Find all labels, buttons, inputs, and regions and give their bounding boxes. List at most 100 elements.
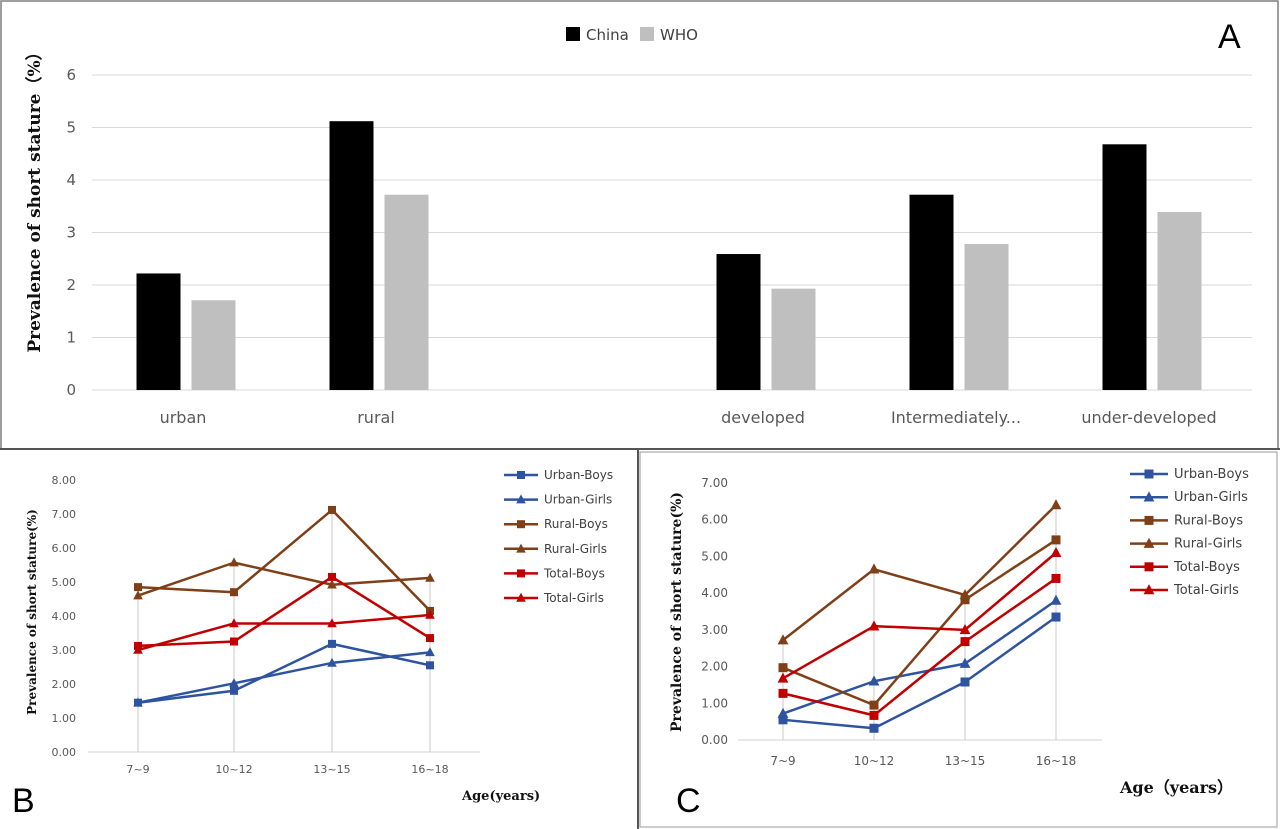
- chart-a-bar-who: [191, 300, 236, 390]
- chart-a-y-tick: 2: [66, 276, 76, 294]
- data-point-urban-boys: [328, 639, 336, 648]
- data-point-total-girls: [133, 644, 143, 654]
- legend-label: Total-Girls: [543, 591, 604, 605]
- legend-label: Rural-Girls: [544, 542, 607, 556]
- data-point-rural-boys: [230, 588, 238, 597]
- series-line-total-girls: [782, 551, 1057, 680]
- data-point-urban-boys: [778, 715, 788, 725]
- chart-a-legend-swatch: [566, 27, 580, 41]
- x-tick-label: 13~15: [313, 763, 350, 776]
- legend-label: Rural-Girls: [1174, 537, 1242, 552]
- data-point-total-boys: [1051, 573, 1061, 583]
- y-tick-label: 6.00: [52, 542, 77, 555]
- panel-label-c: C: [676, 782, 701, 820]
- data-point-urban-girls: [1050, 594, 1062, 605]
- legend-marker: [1144, 515, 1154, 525]
- chart-a-y-tick: 4: [66, 171, 76, 189]
- data-point-rural-boys: [134, 583, 142, 592]
- panel-label-a: A: [1218, 18, 1241, 56]
- data-point-rural-girls: [133, 590, 143, 600]
- data-point-total-boys: [960, 637, 970, 647]
- data-point-total-girls: [868, 620, 880, 631]
- chart-b-xlabel: Age(years): [461, 789, 540, 804]
- y-tick-label: 8.00: [52, 474, 77, 487]
- chart-a-x-tick: under-developed: [1081, 408, 1216, 427]
- legend-label: Total-Boys: [543, 566, 605, 580]
- chart-a-y-tick: 6: [66, 66, 76, 84]
- legend-label: Rural-Boys: [1174, 513, 1243, 528]
- chart-c-ylabel: Prevalence of short stature(%): [669, 492, 685, 732]
- series-line-total-boys: [137, 575, 431, 648]
- series-line-urban-boys: [782, 615, 1057, 730]
- data-point-urban-girls: [229, 678, 239, 688]
- legend-label: Urban-Boys: [1174, 467, 1249, 482]
- legend-label: Total-Boys: [1173, 560, 1240, 575]
- data-point-total-girls: [327, 618, 337, 628]
- chart-a-bar-who: [1157, 212, 1202, 390]
- data-point-urban-girls: [777, 707, 789, 718]
- y-tick-label: 0.00: [52, 746, 77, 759]
- chart-a-y-tick: 3: [66, 224, 76, 242]
- data-point-rural-girls: [868, 563, 880, 574]
- y-tick-label: 5.00: [701, 549, 728, 563]
- data-point-total-girls: [777, 672, 789, 683]
- y-tick-label: 1.00: [52, 712, 77, 725]
- panel-c-frame: [639, 451, 1278, 828]
- y-tick-label: 7.00: [701, 476, 728, 490]
- chart-b-ylabel: Prevalence of short stature(%): [25, 509, 39, 715]
- y-tick-label: 4.00: [701, 586, 728, 600]
- data-point-rural-boys: [778, 663, 788, 673]
- data-point-urban-girls: [868, 675, 880, 686]
- y-tick-label: 4.00: [52, 610, 77, 623]
- legend-label: Urban-Girls: [1174, 490, 1248, 505]
- chart-a-bar-china: [1102, 144, 1147, 390]
- data-point-total-girls: [425, 609, 435, 619]
- series-line-urban-boys: [137, 642, 431, 704]
- legend-label: Rural-Boys: [544, 517, 608, 531]
- data-point-urban-girls: [425, 647, 435, 657]
- legend-marker: [1144, 562, 1154, 572]
- y-tick-label: 2.00: [701, 660, 728, 674]
- x-tick-label: 7~9: [126, 763, 149, 776]
- y-tick-label: 2.00: [52, 678, 77, 691]
- panel-label-b: B: [12, 782, 35, 820]
- data-point-urban-boys: [426, 661, 434, 670]
- legend-marker: [1143, 537, 1155, 548]
- series-line-rural-girls: [137, 561, 431, 597]
- chart-a-bar-who: [771, 288, 816, 390]
- series-line-urban-girls: [782, 599, 1057, 715]
- data-point-rural-girls: [229, 557, 239, 567]
- chart-a-bar-china: [136, 273, 181, 390]
- data-point-total-girls: [959, 623, 971, 635]
- legend-marker: [517, 520, 525, 529]
- y-tick-label: 3.00: [701, 623, 728, 637]
- x-tick-label: 13~15: [945, 754, 986, 768]
- chart-a-bar-china: [716, 254, 761, 390]
- data-point-rural-girls: [425, 572, 435, 582]
- y-tick-label: 7.00: [52, 508, 77, 521]
- data-point-total-boys: [869, 710, 879, 720]
- data-point-total-girls: [1050, 546, 1062, 558]
- x-tick-label: 16~18: [411, 763, 448, 776]
- data-point-rural-girls: [1050, 499, 1062, 510]
- chart-a-legend-label: WHO: [660, 26, 698, 44]
- legend-marker: [516, 543, 526, 553]
- legend-marker: [516, 494, 526, 504]
- data-point-rural-girls: [327, 579, 337, 589]
- series-line-total-girls: [137, 613, 431, 652]
- data-point-urban-boys: [1051, 612, 1061, 622]
- y-tick-label: 6.00: [701, 513, 728, 527]
- x-tick-label: 16~18: [1036, 754, 1077, 768]
- data-point-rural-girls: [959, 589, 971, 600]
- data-point-total-boys: [230, 637, 238, 646]
- data-point-urban-boys: [960, 677, 970, 687]
- chart-a-x-tick: urban: [160, 408, 207, 427]
- series-line-rural-boys: [782, 538, 1057, 707]
- data-point-total-boys: [426, 634, 434, 643]
- chart-b-plot: 0.00 1.00 2.00 3.00 4.00 5.00 6.00 7.00 8.00 7~9 1…: [52, 468, 614, 776]
- data-point-urban-girls: [133, 697, 143, 707]
- series-line-total-boys: [782, 577, 1057, 717]
- legend-label: Urban-Boys: [544, 468, 613, 482]
- chart-a-y-tick: 1: [66, 329, 76, 347]
